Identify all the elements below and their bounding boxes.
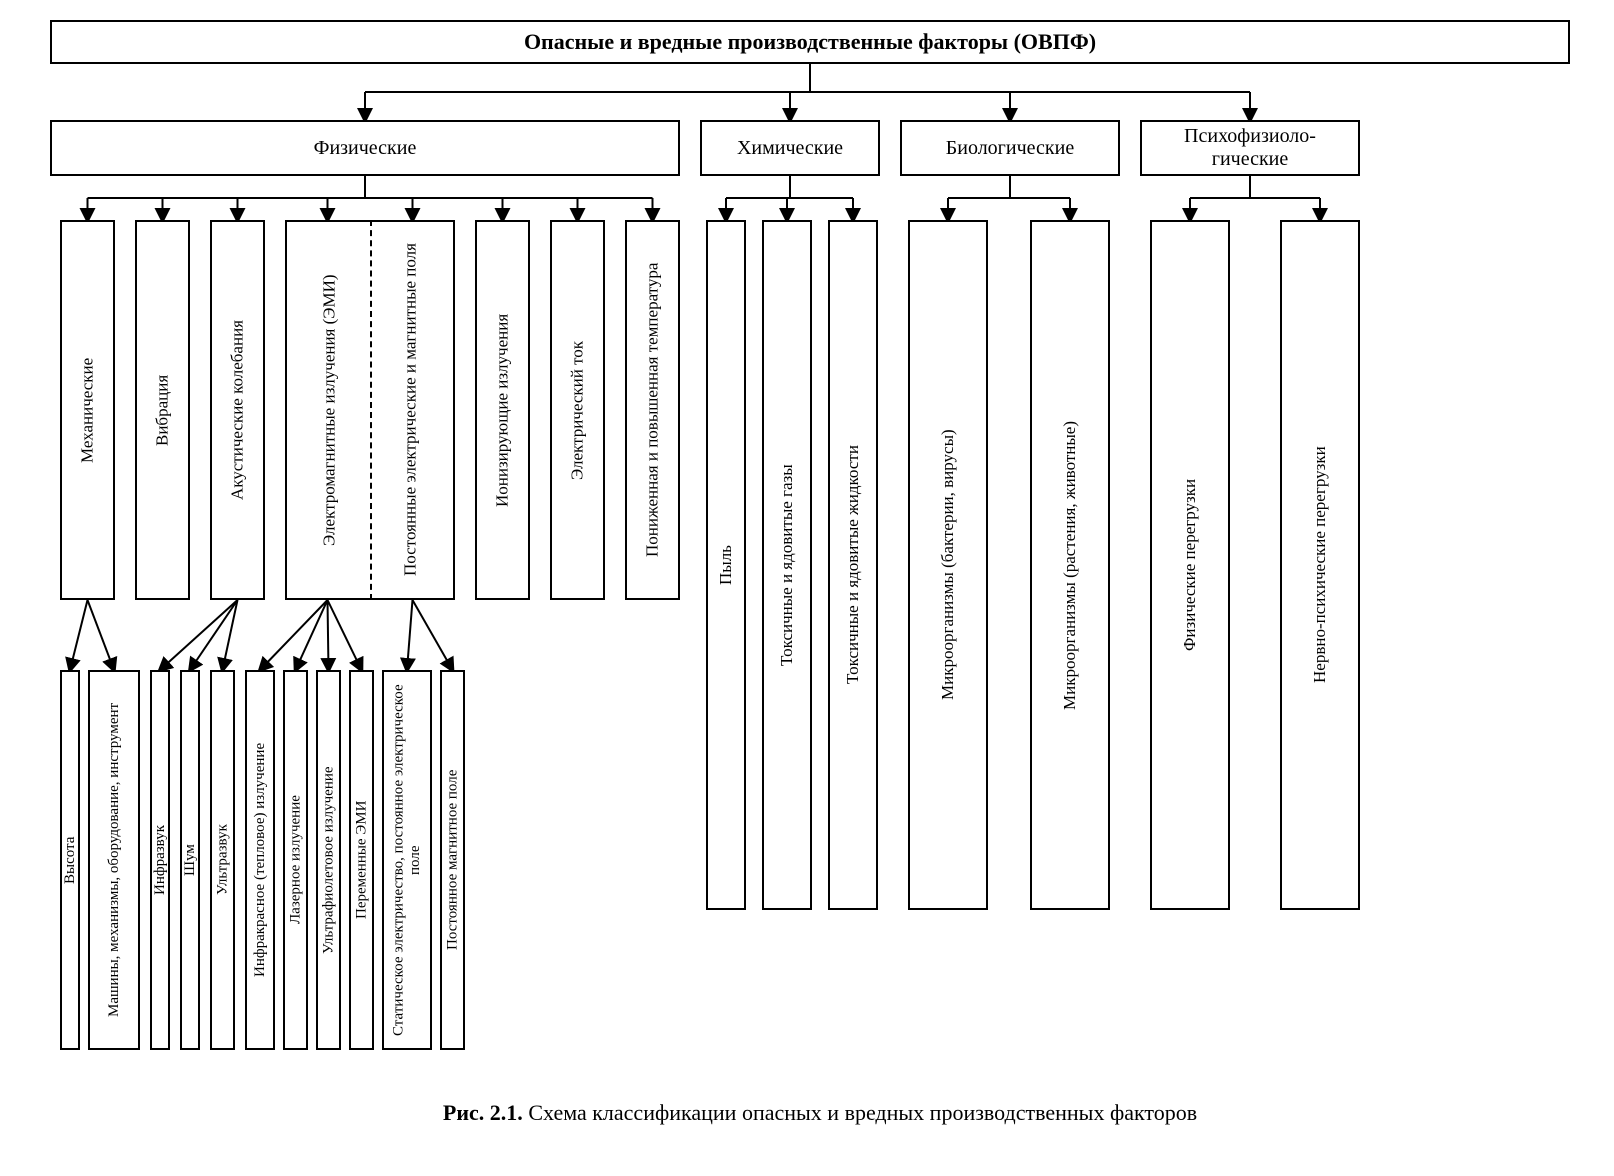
category-label: Психофизиоло- гические bbox=[1184, 125, 1316, 171]
item-label: Микроорганизмы (растения, животные) bbox=[1058, 416, 1082, 713]
caption-prefix: Рис. 2.1. bbox=[443, 1100, 528, 1125]
sub-height: Высота bbox=[60, 670, 80, 1050]
item-label: Токсичные и ядовитые газы bbox=[775, 460, 799, 670]
item-electric-current: Электрический ток bbox=[550, 220, 605, 600]
sub-variable-emi: Переменные ЭМИ bbox=[349, 670, 374, 1050]
classification-diagram: Опасные и вредные производственные факто… bbox=[20, 20, 1594, 1156]
item-label: Физические перегрузки bbox=[1178, 475, 1202, 655]
item-toxic-liquids: Токсичные и ядовитые жидкости bbox=[828, 220, 878, 910]
item-label: Акустические колебания bbox=[226, 316, 250, 504]
sub-label: Постоянное магнитное поле bbox=[443, 767, 462, 953]
item-label: Пыль bbox=[714, 541, 738, 589]
item-label: Микроорганизмы (бактерии, вирусы) bbox=[936, 426, 960, 705]
item-dust: Пыль bbox=[706, 220, 746, 910]
category-biological: Биологические bbox=[900, 120, 1120, 176]
item-label: Электрический ток bbox=[566, 336, 590, 483]
sub-static-electricity: Статическое электричество, постоянное эл… bbox=[382, 670, 432, 1050]
sub-noise: Шум bbox=[180, 670, 200, 1050]
item-microorganisms-plants: Микроорганизмы (растения, животные) bbox=[1030, 220, 1110, 910]
sub-label: Статическое электричество, постоянное эл… bbox=[390, 672, 425, 1048]
sub-label: Переменные ЭМИ bbox=[352, 798, 371, 922]
category-label: Физические bbox=[314, 137, 417, 160]
sub-label: Высота bbox=[61, 833, 80, 886]
item-toxic-gases: Токсичные и ядовитые газы bbox=[762, 220, 812, 910]
dashed-divider bbox=[370, 220, 372, 600]
sub-label: Инфразвук bbox=[151, 822, 170, 898]
item-label: Вибрация bbox=[151, 370, 175, 449]
sub-ultrasound: Ультразвук bbox=[210, 670, 235, 1050]
item-nervous-overload: Нервно-психические перегрузки bbox=[1280, 220, 1360, 910]
sub-label: Ультразвук bbox=[213, 822, 232, 899]
category-label: Химические bbox=[737, 137, 843, 160]
sub-magnetic-field: Постоянное магнитное поле bbox=[440, 670, 465, 1050]
item-label: Ионизирующие излучения bbox=[491, 309, 515, 510]
sub-label: Ультрафиолетовое излучение bbox=[319, 763, 338, 957]
item-label: Постоянные электрические и магнитные пол… bbox=[399, 240, 423, 581]
item-physical-overload: Физические перегрузки bbox=[1150, 220, 1230, 910]
caption-text: Схема классификации опасных и вредных пр… bbox=[528, 1100, 1197, 1125]
sub-label: Инфракрасное (тепловое) излучение bbox=[251, 740, 270, 980]
item-acoustic: Акустические колебания bbox=[210, 220, 265, 600]
item-label: Нервно-психические перегрузки bbox=[1308, 443, 1332, 688]
item-vibration: Вибрация bbox=[135, 220, 190, 600]
item-microorganisms-bacteria: Микроорганизмы (бактерии, вирусы) bbox=[908, 220, 988, 910]
sub-uv: Ультрафиолетовое излучение bbox=[316, 670, 341, 1050]
item-label: Пониженная и повышенная температура bbox=[641, 259, 665, 561]
sub-label: Лазерное излучение bbox=[286, 793, 305, 928]
sub-label: Шум bbox=[181, 841, 200, 879]
item-temperature: Пониженная и повышенная температура bbox=[625, 220, 680, 600]
title-box: Опасные и вредные производственные факто… bbox=[50, 20, 1570, 64]
category-physical: Физические bbox=[50, 120, 680, 176]
sub-infrared: Инфракрасное (тепловое) излучение bbox=[245, 670, 275, 1050]
sub-infrasound: Инфразвук bbox=[150, 670, 170, 1050]
figure-caption: Рис. 2.1. Схема классификации опасных и … bbox=[320, 1100, 1320, 1126]
category-psycho: Психофизиоло- гические bbox=[1140, 120, 1360, 176]
category-label: Биологические bbox=[946, 137, 1074, 160]
item-mechanical: Механические bbox=[60, 220, 115, 600]
sub-laser: Лазерное излучение bbox=[283, 670, 308, 1050]
sub-machines: Машины, механизмы, оборудование, инструм… bbox=[88, 670, 140, 1050]
item-ionizing: Ионизирующие излучения bbox=[475, 220, 530, 600]
title-label: Опасные и вредные производственные факто… bbox=[524, 29, 1096, 55]
item-label: Механические bbox=[76, 353, 100, 466]
category-chemical: Химические bbox=[700, 120, 880, 176]
item-label: Электромагнитные излучения (ЭМИ) bbox=[318, 270, 342, 550]
item-label: Токсичные и ядовитые жидкости bbox=[841, 442, 865, 689]
sub-label: Машины, механизмы, оборудование, инструм… bbox=[105, 700, 124, 1020]
